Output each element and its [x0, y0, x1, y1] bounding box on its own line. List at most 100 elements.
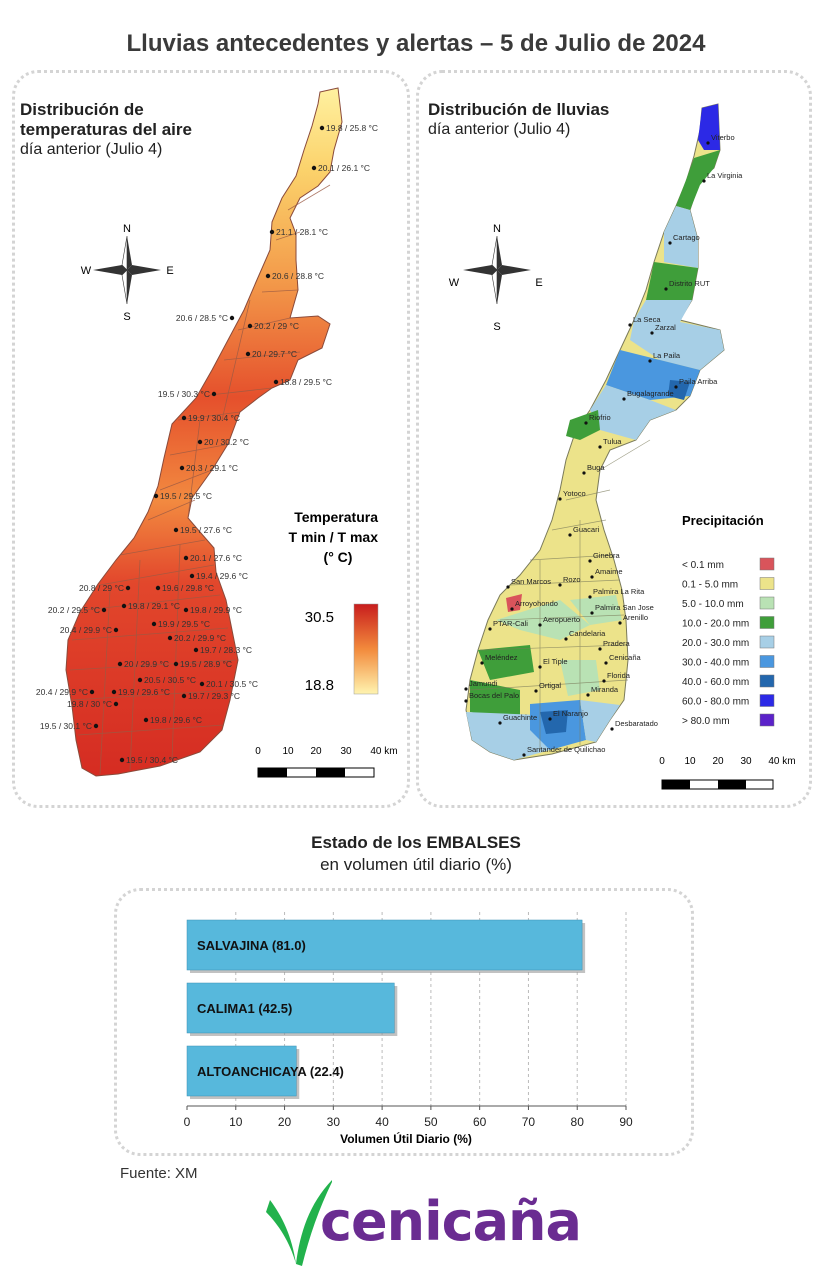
temperature-station-dot	[89, 689, 95, 695]
temperature-station-dot	[247, 323, 253, 329]
temperature-station-dot	[181, 415, 187, 421]
temp-scale-20: 20	[310, 746, 322, 757]
temperature-station-label: 20.8 / 29 °C	[79, 583, 124, 593]
rain-subtitle: día anterior (Julio 4)	[428, 121, 571, 138]
temperature-station-label: 19.8 / 25.8 °C	[326, 123, 378, 133]
reservoir-bar-label: CALIMA1 (42.5)	[197, 1001, 292, 1016]
rain-place-dot	[568, 533, 572, 537]
reservoirs-title-line: Estado de los EMBALSES	[311, 833, 521, 852]
rain-zone-cartago	[664, 206, 698, 268]
temperature-station-dot	[125, 585, 131, 591]
x-tick-label: 10	[229, 1115, 243, 1129]
temperature-station-dot	[179, 465, 185, 471]
rain-place-label: Rozo	[563, 575, 581, 584]
temp-legend-max: 30.5	[305, 609, 334, 626]
temperature-title-line1: Distribución de	[20, 100, 144, 119]
temp-legend-title-1: Temperatura	[294, 509, 378, 525]
rain-place-label: Palmira San Jose	[595, 603, 654, 612]
rain-place-label: Yotoco	[563, 489, 586, 498]
rain-place-label: Meléndez	[485, 653, 518, 662]
rain-place-label: Cenicaña	[609, 653, 642, 662]
temperature-map: 19.8 / 25.8 °C 20.1 / 26.1 °C 21.1 / 28.1 …	[36, 87, 398, 778]
temperature-station-label: 20.4 / 29.9 °C	[36, 687, 88, 697]
compass-s: S	[123, 311, 130, 323]
rain-legend-label: 0.1 - 5.0 mm	[682, 580, 738, 591]
temperature-station-dot	[273, 379, 279, 385]
source-note: Fuente: XM	[120, 1165, 198, 1182]
temp-legend-title-2: T min / T max	[289, 529, 379, 545]
rain-place-dot	[586, 693, 590, 697]
rain-place-dot	[488, 627, 492, 631]
rain-zone-zarzal	[630, 300, 724, 370]
rain-place-label: Arenillo	[623, 613, 648, 622]
temperature-station-dot	[153, 493, 159, 499]
temp-scale-bar: 0 10 20 30 40 km	[255, 746, 398, 778]
temperature-station-label: 20 / 29.7 °C	[252, 349, 297, 359]
rain-place-label: Amaime	[595, 567, 623, 576]
temp-scale-0: 0	[255, 746, 261, 757]
temperature-station-label: 18.8 / 29.5 °C	[280, 377, 332, 387]
rain-zone-aeropuerto	[496, 600, 590, 640]
rain-place-label: Cartago	[673, 233, 700, 242]
temp-scale-30: 30	[340, 746, 352, 757]
rain-zone-desbaratado	[580, 700, 620, 742]
rain-place-label: Riofrio	[589, 413, 611, 422]
temperature-station-dot	[311, 165, 317, 171]
rain-place-dot	[628, 323, 632, 327]
rain-place-dot	[548, 717, 552, 721]
rain-compass-s: S	[493, 321, 500, 333]
temperature-station-label: 19.4 / 29.6 °C	[196, 571, 248, 581]
rain-place-dot	[702, 179, 706, 183]
rain-place-label: Candelaria	[569, 629, 606, 638]
rain-place-dot	[590, 611, 594, 615]
rain-place-label: Zarzal	[655, 323, 676, 332]
temperature-station-label: 20.3 / 29.1 °C	[186, 463, 238, 473]
temperature-station-label: 19.8 / 30 °C	[67, 699, 112, 709]
rain-place-label: Santander de Quilichao	[527, 745, 605, 754]
rain-map: Viterbo La Virginia Cartago Distrito RUT La …	[449, 103, 796, 790]
temperature-station-dot	[265, 273, 271, 279]
compass-rose-icon	[463, 235, 531, 305]
rain-title: Distribución de lluvias día anterior (Ju…	[428, 100, 609, 140]
cenicana-logo: cenicaña	[262, 1172, 582, 1270]
rain-place-dot	[588, 559, 592, 563]
x-tick-label: 40	[375, 1115, 389, 1129]
rain-legend-label: 40.0 - 60.0 mm	[682, 677, 749, 688]
rain-zone-jamundi	[470, 680, 520, 720]
temperature-station-label: 19.9 / 29.5 °C	[158, 619, 210, 629]
temperature-station-dot	[173, 661, 179, 667]
rain-zone-palmira	[570, 595, 622, 625]
rain-legend-swatch	[759, 635, 775, 649]
temperature-station-label: 19.5 / 30.4 °C	[126, 755, 178, 765]
rain-place-label: La Seca	[633, 315, 661, 324]
rain-scale-bar: 0 10 20 30 40 km	[659, 756, 796, 790]
rain-place-label: Pradera	[603, 639, 631, 648]
rain-place-dot	[510, 607, 514, 611]
rain-place-label: Bugalagrande	[627, 389, 674, 398]
rain-legend-swatch	[759, 557, 775, 571]
rain-zone-guachinte	[466, 712, 550, 760]
cenicana-leaf-icon	[266, 1180, 332, 1266]
rain-legend-swatch	[759, 596, 775, 610]
rain-place-label: PTAR-Cali	[493, 619, 528, 628]
temperature-station-label: 20.5 / 30.5 °C	[144, 675, 196, 685]
rain-place-label: Desbaratado	[615, 719, 658, 728]
rain-place-label: Guachinte	[503, 713, 537, 722]
rain-legend-label: 30.0 - 40.0 mm	[682, 658, 749, 669]
rain-legend-swatch	[759, 577, 775, 590]
rain-scale-0: 0	[659, 756, 665, 767]
temperature-station-dot	[167, 635, 173, 641]
reservoir-bar-label: ALTOANCHICAYA (22.4)	[197, 1064, 344, 1079]
temperature-station-dot	[245, 351, 251, 357]
temperature-station-label: 20.1 / 30.5 °C	[206, 679, 258, 689]
x-tick-label: 70	[522, 1115, 536, 1129]
rain-zone-distrito-rut	[646, 262, 698, 300]
temp-scale-10: 10	[282, 746, 294, 757]
rain-place-dot	[618, 621, 622, 625]
rain-place-label: Paila Arriba	[679, 377, 718, 386]
rain-legend: < 0.1 mm 0.1 - 5.0 mm 5.0 - 10.0 mm 10.0 - …	[682, 557, 775, 727]
temp-legend-min: 18.8	[305, 677, 334, 694]
rain-legend-label: 60.0 - 80.0 mm	[682, 697, 749, 708]
reservoirs-subtitle: en volumen útil diario (%)	[320, 855, 512, 874]
rain-zone-riofrio	[566, 410, 600, 440]
